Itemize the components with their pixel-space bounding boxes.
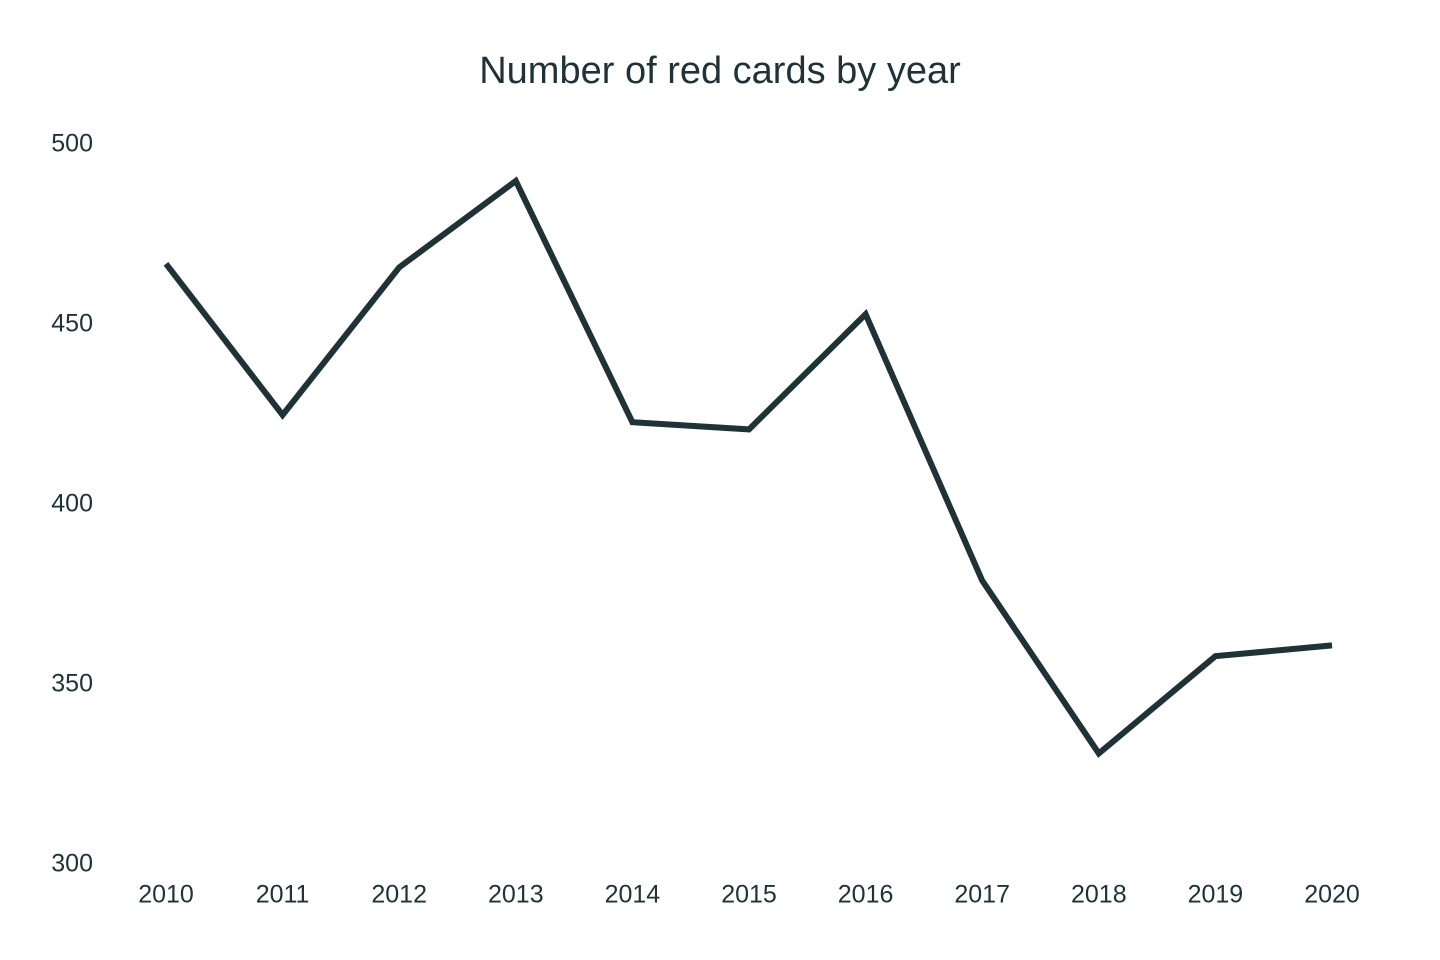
x-tick-label: 2013	[488, 881, 544, 909]
y-tick-label: 400	[51, 490, 93, 518]
y-tick-label: 500	[51, 130, 93, 158]
chart-title: Number of red cards by year	[479, 50, 961, 92]
x-tick-label: 2015	[721, 881, 777, 909]
x-tick-label: 2019	[1188, 881, 1244, 909]
x-tick-label: 2017	[954, 881, 1010, 909]
line	[163, 176, 1333, 758]
x-tick-label: 2014	[605, 881, 661, 909]
y-tick-label: 350	[51, 670, 93, 698]
x-tick-label: 2018	[1071, 881, 1127, 909]
x-tick-label: 2011	[256, 881, 310, 909]
x-tick-label: 2012	[371, 881, 427, 909]
x-tick-label: 2010	[138, 881, 194, 909]
x-tick-label: 2020	[1304, 881, 1360, 909]
y-tick-label: 300	[51, 850, 93, 878]
y-tick-label: 450	[51, 310, 93, 338]
x-tick-label: 2016	[838, 881, 894, 909]
